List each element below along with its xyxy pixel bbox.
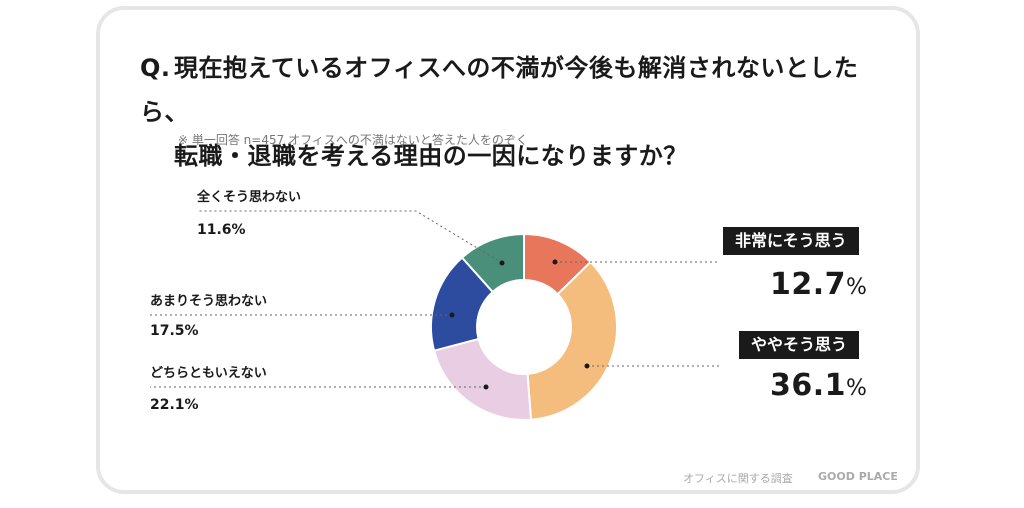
leader-dot-s5 — [499, 260, 505, 266]
label-s3-value: 22.1% — [150, 397, 199, 413]
question-line2: 転職・退職を考える理由の一因になりますか？ — [174, 142, 688, 170]
leader-dot-s2 — [584, 363, 590, 369]
label-s3-name: どちらともいえない — [150, 366, 267, 381]
donut-slice-5 — [460, 232, 525, 294]
donut-slice-3 — [432, 337, 533, 421]
question-prefix: Q. — [140, 54, 171, 82]
leader-dot-s4 — [449, 312, 455, 318]
label-s5-name: 全くそう思わない — [197, 190, 302, 205]
label-s2-value: 36.1% — [770, 368, 867, 403]
question-line1: 現在抱えているオフィスへの不満が今後も解消されないとしたら、 — [140, 54, 859, 126]
label-s4-name: あまりそう思わない — [150, 294, 268, 309]
label-s1-name: 非常にそう思う — [723, 227, 859, 255]
leader-line-s5 — [197, 210, 503, 264]
label-s2-symbol: % — [846, 376, 868, 401]
label-s2-number: 36.1 — [770, 368, 847, 403]
label-s1-value: 12.7% — [770, 267, 867, 302]
label-s5-value: 11.6% — [197, 222, 246, 238]
footer-brand: GOOD PLACE — [818, 470, 898, 483]
label-s1-number: 12.7 — [770, 267, 847, 302]
leader-lines — [150, 210, 720, 388]
footer-survey: オフィスに関する調査 — [683, 472, 793, 485]
question-title: Q. 現在抱えているオフィスへの不満が今後も解消されないとしたら、 転職・退職を考… — [140, 46, 900, 178]
leader-dots — [449, 259, 590, 390]
label-s2-name: ややそう思う — [739, 331, 860, 359]
donut-slice-2 — [526, 260, 618, 421]
label-s4-value: 17.5% — [150, 323, 199, 339]
label-s1-symbol: % — [846, 275, 868, 300]
survey-note: ※ 単一回答 n=457 オフィスへの不満はないと答えた人をのぞく — [178, 133, 528, 147]
donut-slices — [430, 232, 618, 421]
leader-dot-s1 — [552, 259, 558, 265]
leader-dot-s3 — [483, 384, 489, 390]
